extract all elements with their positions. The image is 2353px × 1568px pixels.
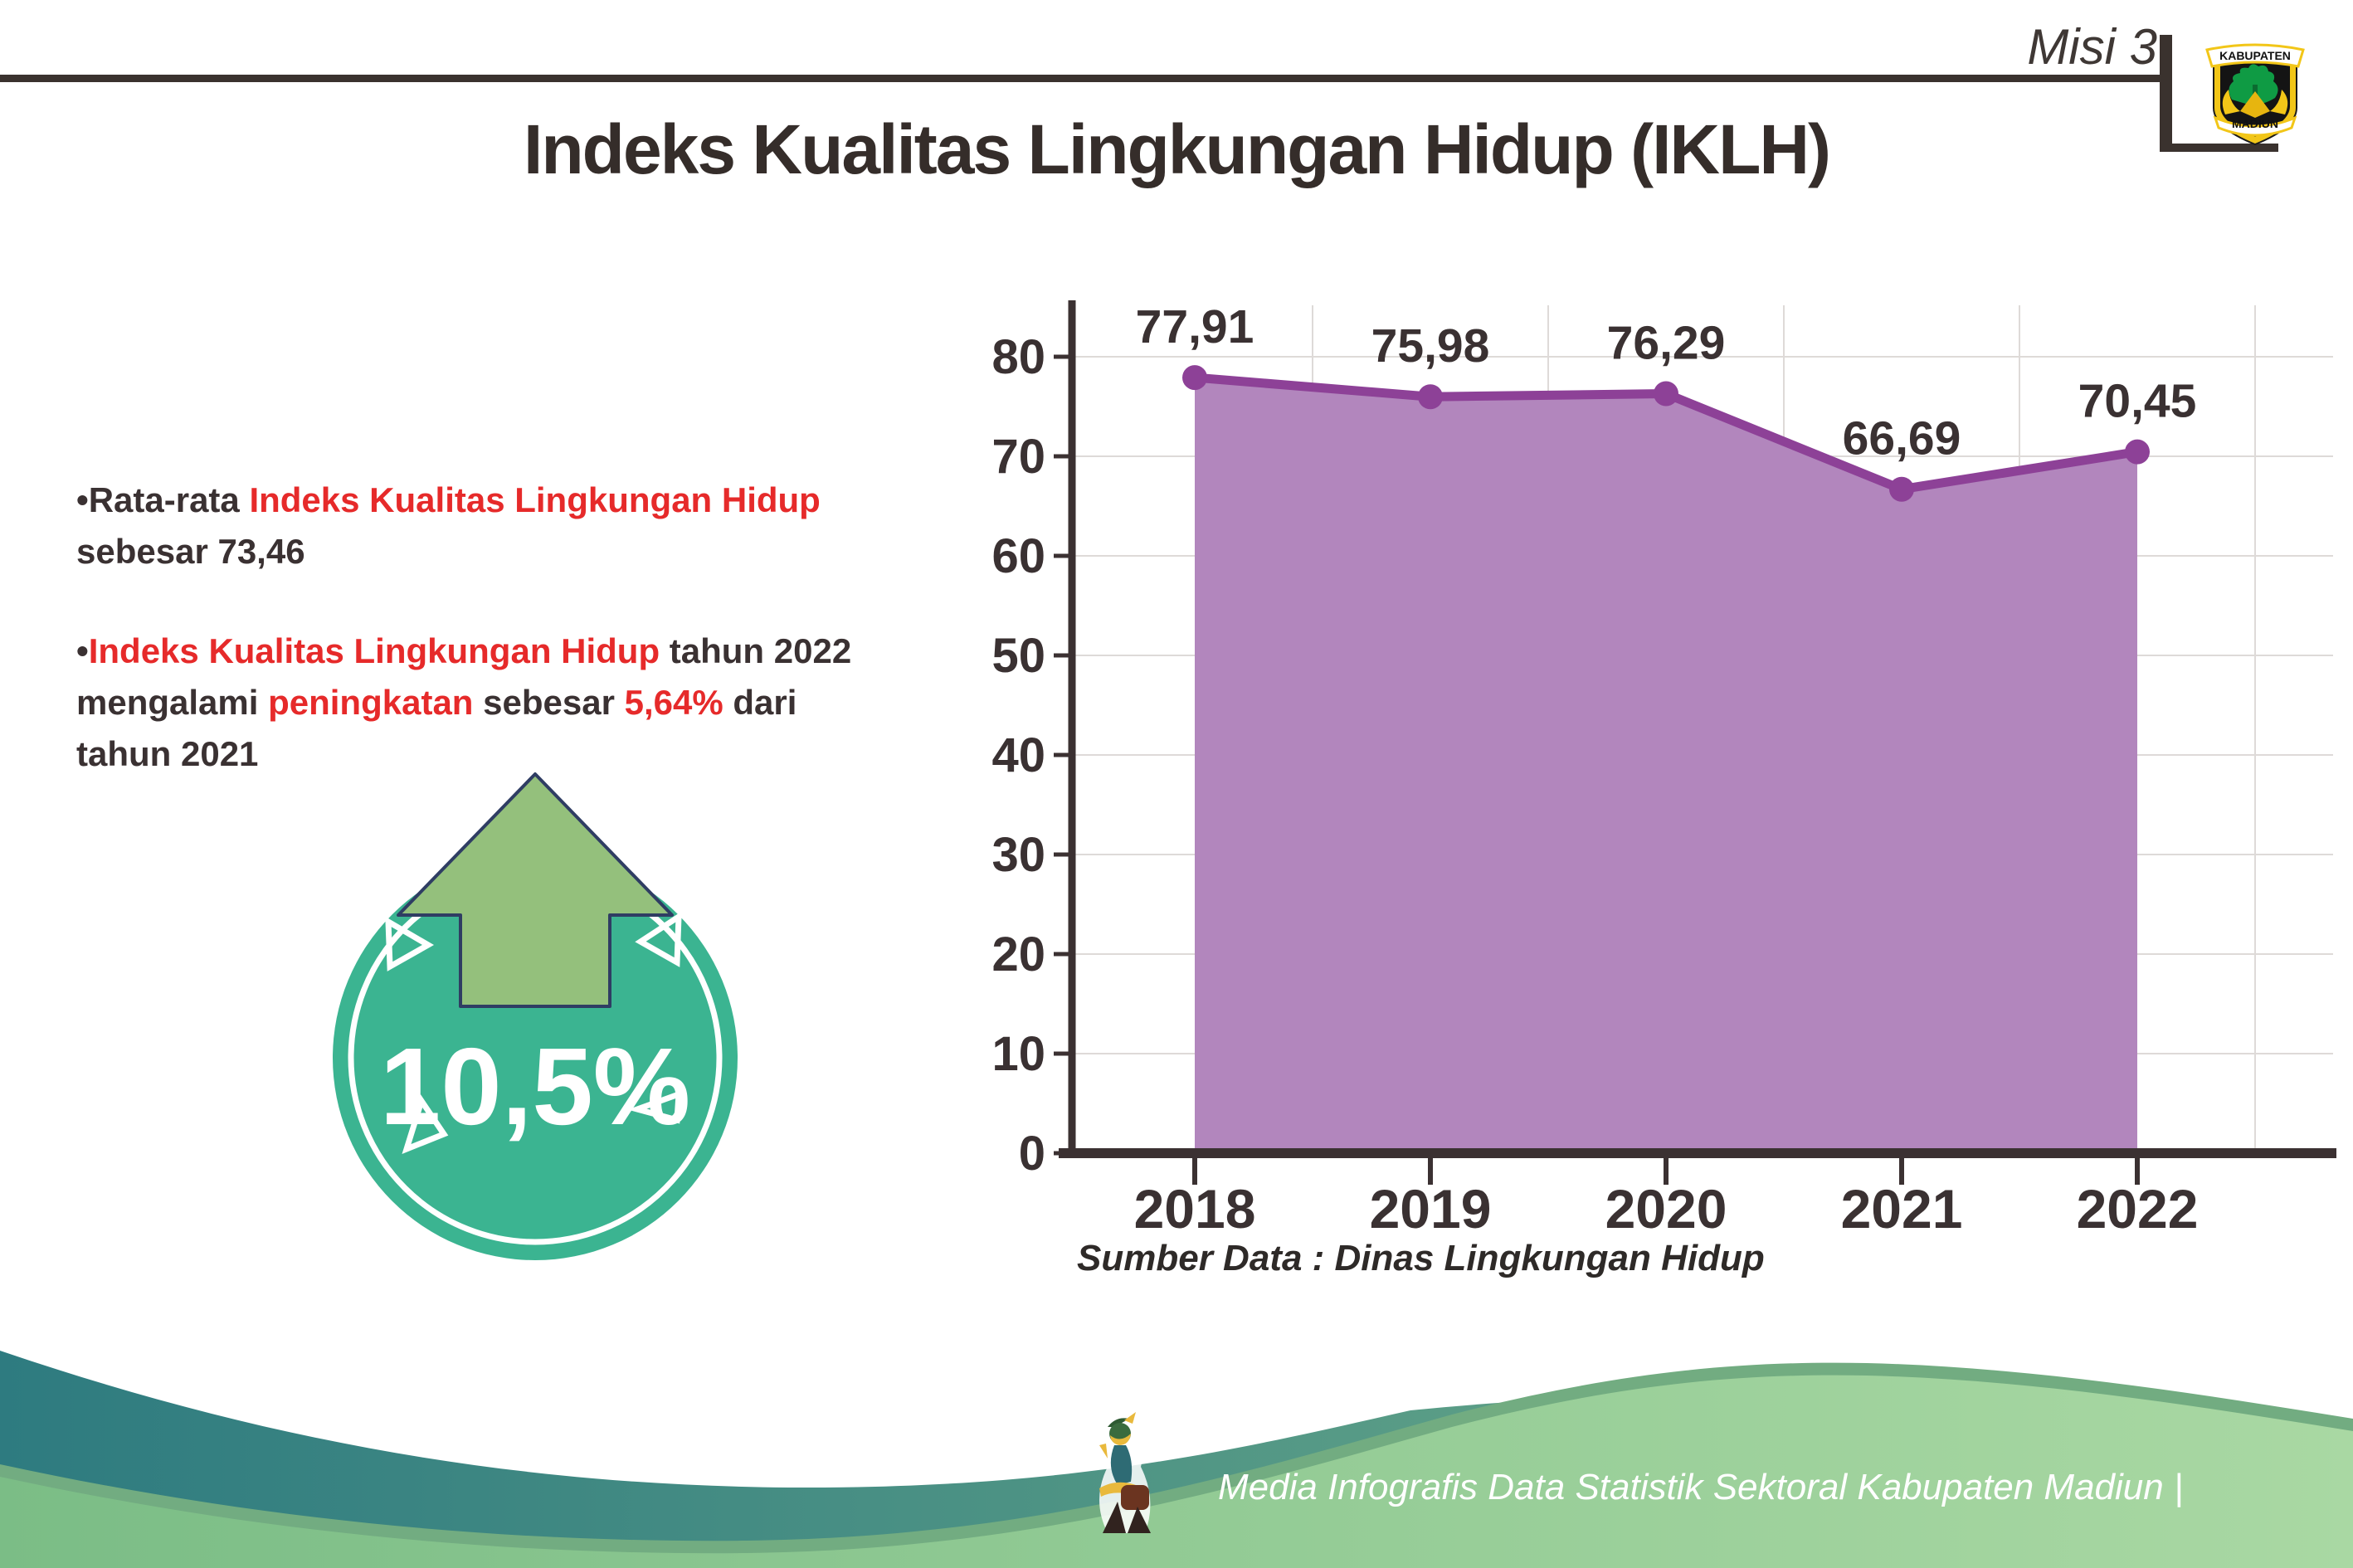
bullet-increase-2022: •Indeks Kualitas Lingkungan Hidup tahun …	[76, 626, 981, 780]
data-point	[1182, 365, 1207, 391]
y-tick-label: 60	[991, 529, 1045, 583]
body-text: mengalami	[76, 683, 269, 722]
footer-caption: Media Infografis Data Statistik Sektoral…	[1218, 1467, 2184, 1507]
bullet-text-line: •Rata-rata Indeks Kualitas Lingkungan Hi…	[76, 475, 981, 526]
x-tick-label: 2019	[1370, 1178, 1492, 1239]
body-text: •Rata-rata	[76, 480, 250, 519]
accent-triangle-icon	[402, 1093, 449, 1154]
kabupaten-madiun-logo-icon: KABUPATEN MADIUN	[2205, 43, 2305, 146]
data-point	[1654, 381, 1678, 407]
data-point	[1889, 476, 1914, 502]
chart-svg: 0 10 20 30 40 50 60 70 80 2018 2019 2020 2021 2022 77,…	[991, 300, 2336, 1239]
highlight-text: Indeks Kualitas Lingkungan Hidup	[88, 631, 660, 670]
y-tick-label: 50	[991, 629, 1045, 683]
body-text: tahun 2021	[76, 734, 259, 773]
y-tick-label: 30	[991, 828, 1045, 882]
header-rule	[0, 75, 2167, 82]
highlight-text: 5,64%	[624, 683, 723, 722]
y-tick-label: 70	[991, 430, 1045, 484]
body-text: •	[76, 631, 89, 670]
body-text: tahun 2022	[660, 631, 852, 670]
data-value-label: 77,91	[1136, 300, 1254, 353]
body-text: dari	[723, 683, 797, 722]
x-tick-label: 2018	[1134, 1178, 1256, 1239]
bullet-text-line: sebesar 73,46	[76, 526, 981, 577]
body-text: sebesar 73,46	[76, 532, 305, 571]
increase-badge: 10,5%	[333, 772, 738, 1260]
data-point	[1418, 384, 1443, 410]
y-tick-label: 40	[991, 728, 1045, 782]
footer-wave-decoration	[0, 1351, 2353, 1568]
logo-bracket-vertical	[2160, 35, 2172, 152]
y-tick-label: 80	[991, 330, 1045, 384]
y-tick-label: 10	[991, 1027, 1045, 1081]
logo-bracket-horizontal	[2160, 144, 2278, 152]
area-fill	[1195, 377, 2137, 1153]
bullet-text-line: •Indeks Kualitas Lingkungan Hidup tahun …	[76, 626, 981, 677]
bullet-text-line: tahun 2021	[76, 728, 981, 780]
body-text: sebesar	[473, 683, 625, 722]
x-tick-label: 2020	[1605, 1178, 1727, 1239]
accent-triangle-icon	[635, 911, 682, 967]
data-value-label: 75,98	[1371, 319, 1490, 373]
key-findings: •Rata-rata Indeks Kualitas Lingkungan Hi…	[76, 475, 981, 828]
up-arrow-icon	[397, 772, 674, 1008]
y-tick-label: 0	[1019, 1127, 1045, 1181]
y-tick-label: 20	[991, 928, 1045, 981]
bullet-text-line: mengalami peningkatan sebesar 5,64% dari	[76, 677, 981, 728]
highlight-text: peningkatan	[268, 683, 474, 722]
accent-triangle-icon	[627, 1089, 682, 1124]
crest-shield: KABUPATEN MADIUN	[2205, 43, 2305, 146]
badge-circle	[333, 855, 738, 1260]
footer-green-wave	[0, 1375, 2353, 1568]
bullet-average-iklh: •Rata-rata Indeks Kualitas Lingkungan Hi…	[76, 475, 981, 577]
page-title: Indeks Kualitas Lingkungan Hidup (IKLH)	[523, 110, 1831, 188]
dancer-mascot-icon	[1099, 1412, 1151, 1533]
x-tick-label: 2021	[1841, 1178, 1963, 1239]
x-tick-label: 2022	[2077, 1178, 2199, 1239]
data-value-label: 70,45	[2078, 375, 2197, 428]
svg-text:KABUPATEN: KABUPATEN	[2219, 49, 2291, 62]
iklh-area-chart: 0 10 20 30 40 50 60 70 80 2018 2019 2020 2021 2022 77,…	[962, 292, 2353, 1279]
misi-label: Misi 3	[2027, 19, 2157, 75]
data-value-label: 66,69	[1843, 412, 1961, 465]
data-value-label: 76,29	[1607, 317, 1726, 370]
accent-triangle-icon	[385, 916, 435, 971]
highlight-text: Indeks Kualitas Lingkungan Hidup	[249, 480, 821, 519]
svg-text:MADIUN: MADIUN	[2232, 117, 2278, 130]
badge-value: 10,5%	[380, 1025, 690, 1147]
data-point	[2125, 439, 2150, 465]
source-note: Sumber Data : Dinas Lingkungan Hidup	[1077, 1238, 1765, 1278]
